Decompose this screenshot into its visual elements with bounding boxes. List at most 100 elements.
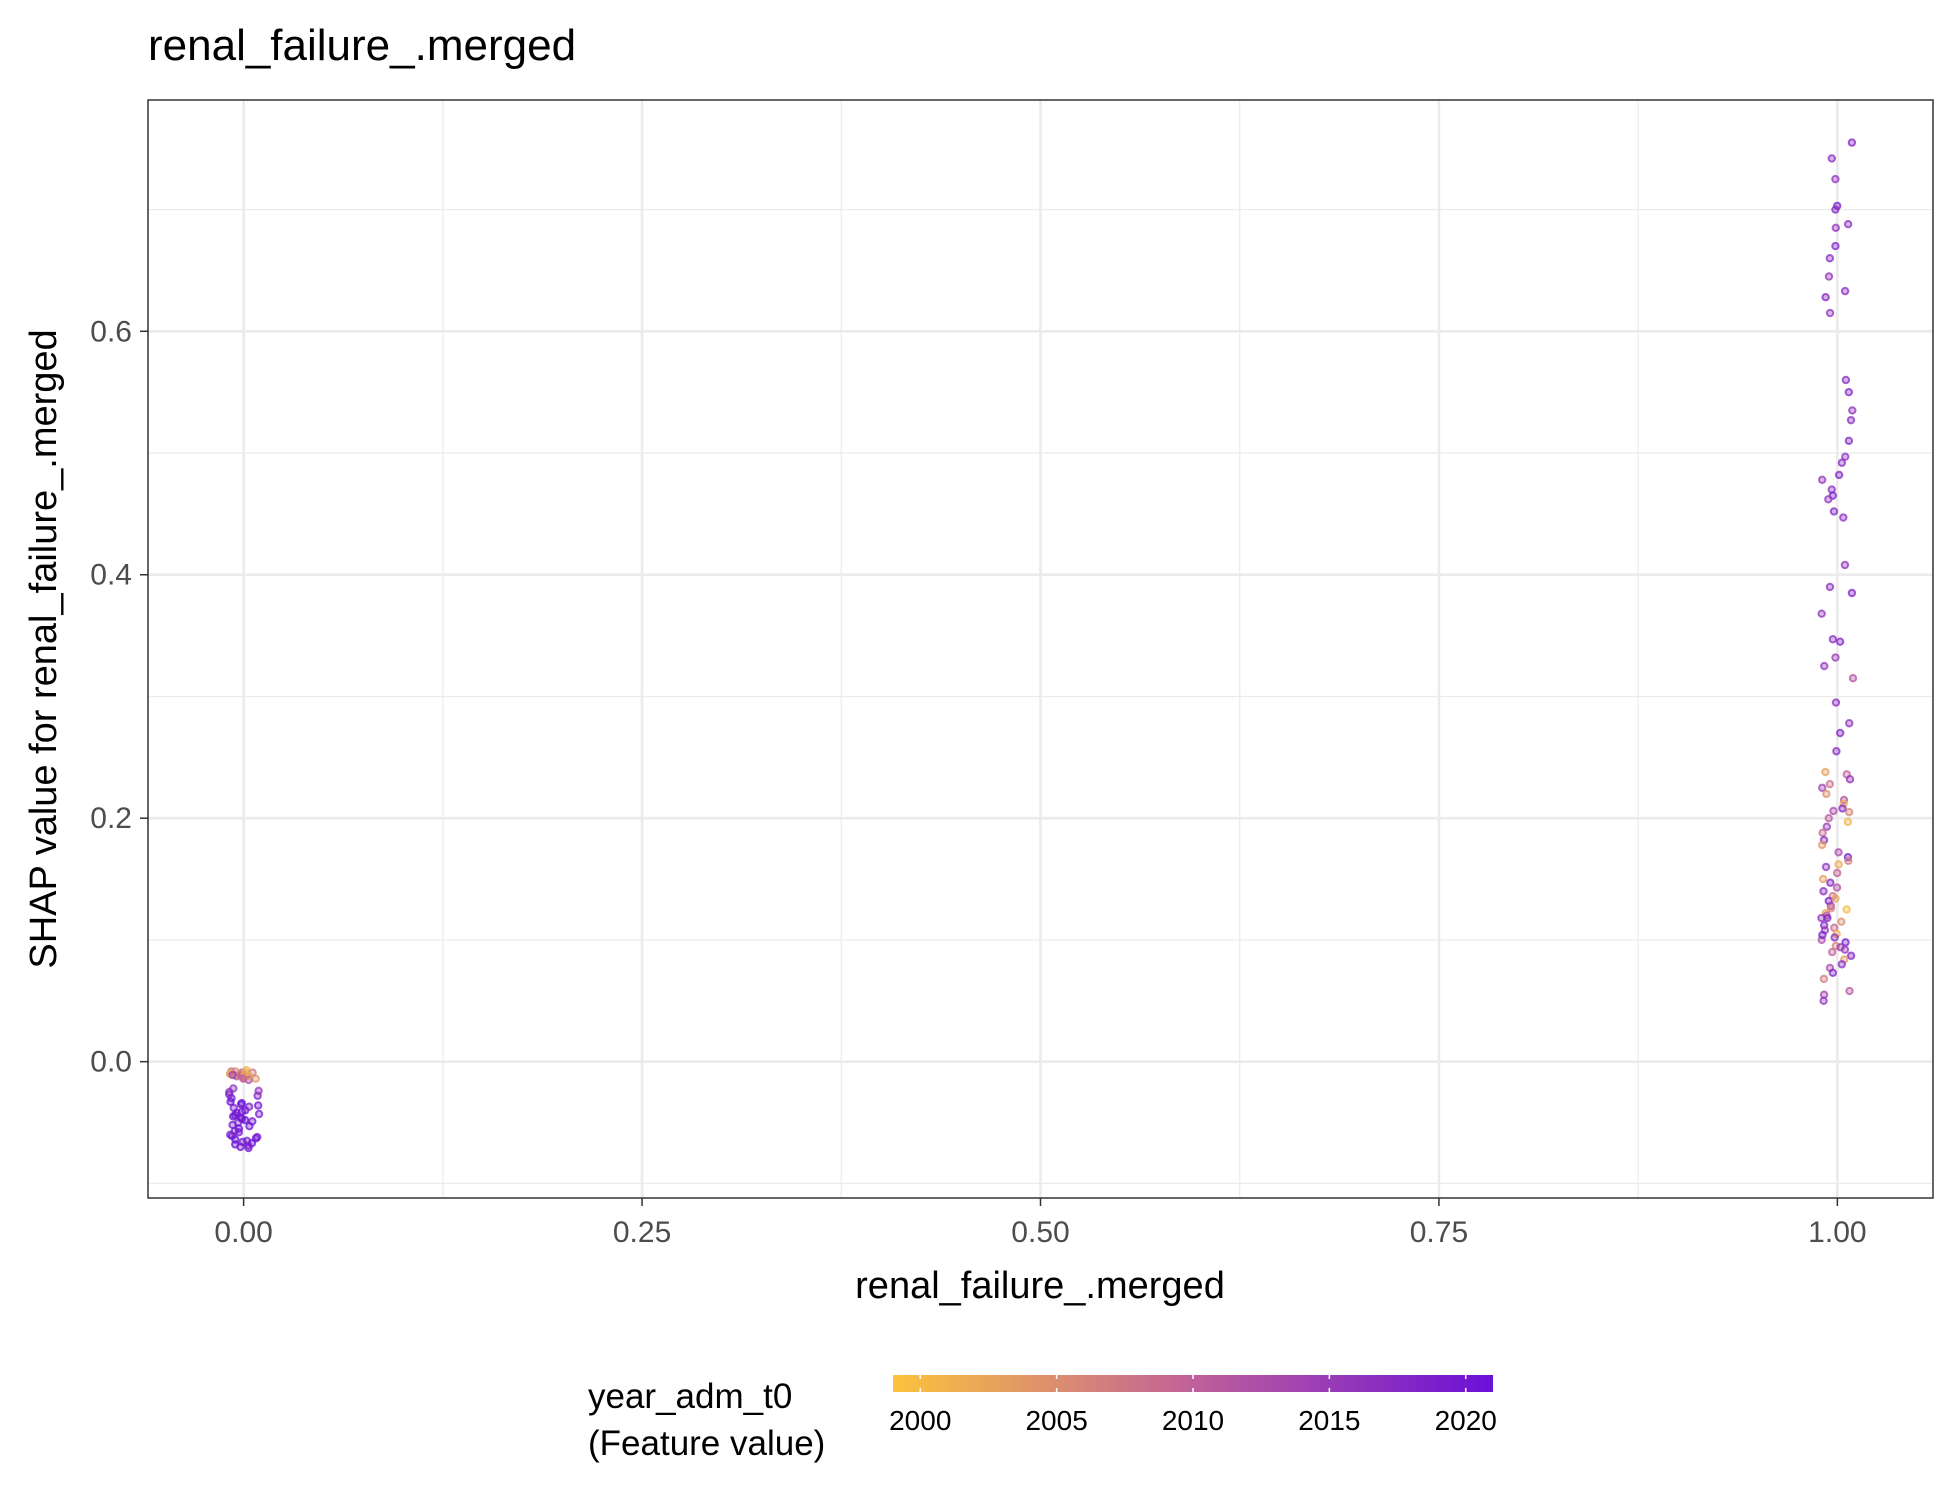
data-point	[1845, 986, 1854, 996]
data-point	[1825, 308, 1835, 318]
y-tick-label: 0.4	[90, 559, 132, 592]
data-point	[1829, 806, 1838, 816]
data-point	[1840, 286, 1850, 296]
data-point	[1844, 856, 1853, 866]
data-point	[1835, 637, 1845, 646]
data-point	[1822, 822, 1832, 831]
chart-title: renal_failure_.merged	[148, 21, 576, 70]
data-point	[1831, 698, 1841, 707]
legend-title-line1: year_adm_t0	[588, 1377, 792, 1416]
x-axis-ticks: 0.00 0.25 0.50 0.75 1.00	[214, 1198, 1867, 1249]
data-point	[1846, 951, 1856, 960]
data-point	[1837, 917, 1846, 926]
scatter-points	[225, 138, 1858, 1153]
data-point	[236, 1100, 246, 1109]
x-tick-label: 0.50	[1011, 1216, 1069, 1249]
data-point	[1828, 968, 1838, 978]
data-point	[1843, 817, 1853, 827]
data-point	[245, 1121, 254, 1131]
data-point	[236, 1113, 246, 1122]
data-point	[1823, 913, 1832, 923]
data-point	[1837, 960, 1847, 969]
major-gridlines	[148, 100, 1933, 1198]
data-point	[1835, 728, 1845, 738]
data-point	[1821, 862, 1831, 872]
data-point	[254, 1109, 264, 1119]
y-tick-label: 0.6	[90, 315, 132, 348]
data-point	[1848, 674, 1858, 683]
legend-tick-label: 2005	[1025, 1405, 1087, 1436]
data-point	[1831, 174, 1840, 184]
data-point	[1825, 779, 1835, 789]
legend-tick-label: 2000	[889, 1405, 951, 1436]
data-point	[225, 1090, 234, 1099]
data-point	[1839, 513, 1848, 522]
data-point	[1829, 507, 1839, 516]
y-tick-label: 0.0	[90, 1046, 132, 1079]
data-point	[1841, 452, 1850, 461]
data-point	[1825, 582, 1835, 592]
data-point	[1817, 609, 1826, 618]
data-point	[1841, 375, 1851, 385]
data-point	[1844, 387, 1853, 397]
data-point	[253, 1101, 263, 1110]
data-point	[1830, 933, 1839, 942]
data-point	[1818, 828, 1827, 838]
x-tick-label: 1.00	[1808, 1216, 1866, 1249]
data-point	[1817, 840, 1827, 850]
data-point	[1832, 883, 1842, 892]
data-point	[1845, 719, 1854, 728]
data-point	[1818, 783, 1827, 792]
data-point	[1831, 241, 1840, 251]
data-point	[1818, 874, 1828, 884]
data-point	[1831, 223, 1841, 233]
data-point	[244, 1102, 254, 1111]
data-point	[1822, 789, 1831, 799]
data-point	[239, 1074, 248, 1083]
data-point	[1821, 293, 1830, 302]
data-point	[236, 1142, 245, 1152]
data-point	[1819, 974, 1829, 984]
data-point	[1824, 814, 1833, 823]
data-point	[1847, 138, 1857, 147]
legend-colorbar	[893, 1375, 1493, 1392]
data-point	[1828, 947, 1837, 957]
data-point	[1819, 887, 1828, 896]
data-point	[1819, 996, 1828, 1005]
data-point	[1831, 653, 1840, 662]
color-legend: year_adm_t0 (Feature value) 2000 2005 2010…	[588, 1375, 1497, 1463]
data-point	[1847, 588, 1857, 598]
data-point	[1840, 560, 1850, 570]
data-point	[1834, 860, 1843, 869]
data-point	[228, 1070, 237, 1080]
data-point	[1834, 470, 1844, 480]
data-point	[1824, 495, 1833, 504]
data-point	[1824, 272, 1834, 281]
x-tick-label: 0.75	[1410, 1216, 1468, 1249]
data-point	[1843, 219, 1853, 229]
data-point	[1832, 868, 1842, 878]
data-point	[1837, 458, 1847, 467]
data-point	[1836, 943, 1845, 952]
data-point	[254, 1086, 263, 1096]
data-point	[1831, 894, 1840, 903]
legend-title-line2: (Feature value)	[588, 1424, 825, 1463]
data-point	[1820, 661, 1829, 671]
y-axis-ticks: 0.0 0.2 0.4 0.6	[90, 315, 148, 1079]
data-point	[1826, 878, 1835, 887]
data-point	[1831, 205, 1840, 214]
data-point	[1821, 767, 1830, 777]
data-point	[1848, 406, 1857, 415]
data-point	[1825, 254, 1835, 263]
data-point	[1832, 747, 1841, 756]
data-point	[1846, 415, 1856, 425]
legend-ticks: 2000 2005 2010 2015 2020	[889, 1375, 1497, 1436]
data-point	[1845, 775, 1855, 784]
data-point	[1818, 930, 1827, 940]
data-point	[230, 1126, 240, 1136]
x-axis-label: renal_failure_.merged	[855, 1265, 1225, 1307]
x-tick-label: 0.25	[613, 1216, 671, 1249]
data-point	[226, 1097, 235, 1107]
data-point	[1828, 635, 1838, 644]
